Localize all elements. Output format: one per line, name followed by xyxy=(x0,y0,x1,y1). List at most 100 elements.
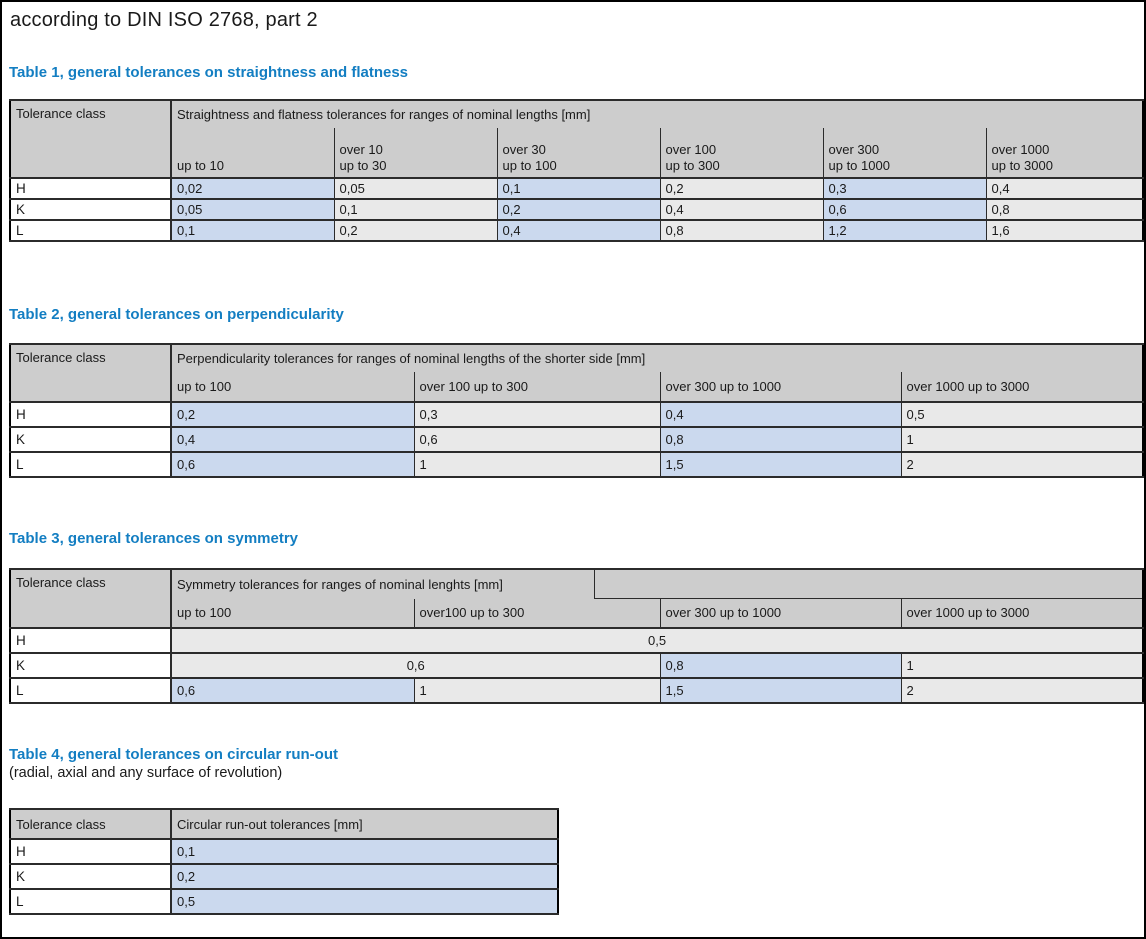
table-1-title: Table 1, general tolerances on straightn… xyxy=(9,64,409,81)
value-cell: 1,2 xyxy=(822,219,987,242)
value-cell: 0,4 xyxy=(985,177,1144,200)
row-label: L xyxy=(9,888,172,915)
table-4-subtitle: (radial, axial and any surface of revolu… xyxy=(9,765,283,781)
column-header: over 100 up to 300 xyxy=(659,127,824,179)
table-2-title: Table 2, general tolerances on perpendic… xyxy=(9,306,344,323)
value-cell: 0,5 xyxy=(170,888,559,915)
row-label: L xyxy=(9,677,172,704)
table-body: H 0,02 0,05 0,1 0,2 0,3 0,4 K 0,05 0,1 0,2 0,4 0,6 0,… xyxy=(9,177,1144,242)
header-row: Tolerance class Perpendicularity toleranc… xyxy=(9,343,1144,403)
table-section-circular-run-out: Table 4, general tolerances on circular … xyxy=(2,746,1144,915)
row-label: K xyxy=(9,426,172,453)
value-cell: 0,4 xyxy=(496,219,661,242)
document-content: Table 1, general tolerances on straightn… xyxy=(2,64,1144,915)
row-label: K xyxy=(9,863,172,890)
value-cell: 0,02 xyxy=(170,177,335,200)
column-header: up to 100 xyxy=(170,371,415,403)
value-cell: 0,4 xyxy=(659,198,824,221)
column-header-row: up to 100 over 100 up to 300 over 300 up t… xyxy=(10,371,1144,403)
value-cell: 0,1 xyxy=(496,177,661,200)
corner-header: Tolerance class xyxy=(9,568,172,629)
value-cell: 0,5 xyxy=(170,627,1144,654)
corner-header: Tolerance class xyxy=(9,343,172,403)
column-header-row: up to 10 over 10 up to 30 over 30 up to 10… xyxy=(10,127,1144,179)
row-label: H xyxy=(9,401,172,428)
table-3-title: Table 3, general tolerances on symmetry xyxy=(9,530,299,547)
table-row: L 0,6 1 1,5 2 xyxy=(9,451,1144,478)
column-header: over 30 up to 100 xyxy=(496,127,661,179)
value-cell: 0,8 xyxy=(659,219,824,242)
table-row: H 0,2 0,3 0,4 0,5 xyxy=(9,401,1144,428)
header-row: Tolerance class Symmetry tolerances for r… xyxy=(9,568,1144,629)
table-header: Tolerance class Straightness and flatness… xyxy=(9,99,1144,179)
column-header: over 300 up to 1000 xyxy=(659,598,902,629)
corner-header: Tolerance class xyxy=(9,808,172,840)
value-cell: 2 xyxy=(900,451,1144,478)
table-4-circular-run-out: Tolerance class Circular run-out toleranc… xyxy=(9,808,559,915)
value-cell: 0,3 xyxy=(822,177,987,200)
value-cell: 2 xyxy=(900,677,1144,704)
table-body: H 0,2 0,3 0,4 0,5 K 0,4 0,6 0,8 1 L 0,6 1 1,5 2 xyxy=(9,401,1144,478)
value-cell: 1,6 xyxy=(985,219,1144,242)
table-body: H 0,5 K 0,6 0,8 1 L 0,6 1 1,5 2 xyxy=(9,627,1144,704)
table-3-symmetry: Tolerance class Symmetry tolerances for r… xyxy=(9,568,1144,704)
table-header: Tolerance class Symmetry tolerances for r… xyxy=(9,568,1144,629)
column-header: over 1000 up to 3000 xyxy=(900,371,1144,403)
value-cell: 0,4 xyxy=(659,401,902,428)
value-cell: 0,05 xyxy=(170,198,335,221)
span-header: Perpendicularity tolerances for ranges o… xyxy=(170,343,1144,372)
value-cell: 0,6 xyxy=(413,426,661,453)
table-row: L 0,1 0,2 0,4 0,8 1,2 1,6 xyxy=(9,219,1144,242)
row-label: L xyxy=(9,451,172,478)
header-row: Tolerance class Straightness and flatness… xyxy=(9,99,1144,179)
column-header: over 300 up to 1000 xyxy=(822,127,987,179)
row-label: K xyxy=(9,652,172,679)
value-cell: 0,8 xyxy=(659,652,902,679)
value-cell: 0,2 xyxy=(333,219,498,242)
table-section-symmetry: Table 3, general tolerances on symmetry T… xyxy=(2,530,1144,704)
value-cell: 0,6 xyxy=(822,198,987,221)
value-cell: 0,1 xyxy=(333,198,498,221)
value-cell: 0,8 xyxy=(985,198,1144,221)
table-row: L 0,6 1 1,5 2 xyxy=(9,677,1144,704)
value-cell: 0,5 xyxy=(900,401,1144,428)
table-section-straightness-flatness: Table 1, general tolerances on straightn… xyxy=(2,64,1144,242)
table-2-perpendicularity: Tolerance class Perpendicularity toleranc… xyxy=(9,343,1144,478)
value-cell: 0,6 xyxy=(170,652,661,679)
column-header: over 1000 up to 3000 xyxy=(985,127,1144,179)
value-cell: 0,2 xyxy=(659,177,824,200)
value-cell: 0,2 xyxy=(496,198,661,221)
table-4-title: Table 4, general tolerances on circular … xyxy=(9,746,338,763)
column-header: over 10 up to 30 xyxy=(333,127,498,179)
column-header: up to 100 xyxy=(170,598,415,629)
value-cell: 0,05 xyxy=(333,177,498,200)
page-title: according to DIN ISO 2768, part 2 xyxy=(10,9,318,31)
column-header: over 300 up to 1000 xyxy=(659,371,902,403)
value-cell: 0,6 xyxy=(170,451,415,478)
value-cell: 0,3 xyxy=(413,401,661,428)
span-header: Circular run-out tolerances [mm] xyxy=(170,808,559,840)
value-cell: 0,4 xyxy=(170,426,415,453)
row-label: K xyxy=(9,198,172,221)
table-1-straightness-flatness: Tolerance class Straightness and flatness… xyxy=(9,99,1144,242)
table-row: K 0,6 0,8 1 xyxy=(9,652,1144,679)
corner-header: Tolerance class xyxy=(9,99,172,179)
header-row: Tolerance class Circular run-out toleranc… xyxy=(9,808,559,840)
span-header: Straightness and flatness tolerances for… xyxy=(170,99,1144,128)
column-header: over 100 up to 300 xyxy=(413,371,661,403)
value-cell: 1 xyxy=(900,652,1144,679)
row-label: H xyxy=(9,627,172,654)
column-header: up to 10 xyxy=(170,127,335,179)
table-row: K 0,4 0,6 0,8 1 xyxy=(9,426,1144,453)
table-row: K 0,05 0,1 0,2 0,4 0,6 0,8 xyxy=(9,198,1144,221)
table-row: H 0,1 xyxy=(9,838,559,865)
value-cell: 0,1 xyxy=(170,219,335,242)
table-body: H 0,1 K 0,2 L 0,5 xyxy=(9,838,559,915)
row-label: L xyxy=(9,219,172,242)
row-label: H xyxy=(9,177,172,200)
column-header-row: up to 100 over100 up to 300 over 300 up to… xyxy=(10,598,1144,629)
table-row: K 0,2 xyxy=(9,863,559,890)
value-cell: 0,6 xyxy=(170,677,415,704)
table-section-perpendicularity: Table 2, general tolerances on perpendic… xyxy=(2,306,1144,478)
